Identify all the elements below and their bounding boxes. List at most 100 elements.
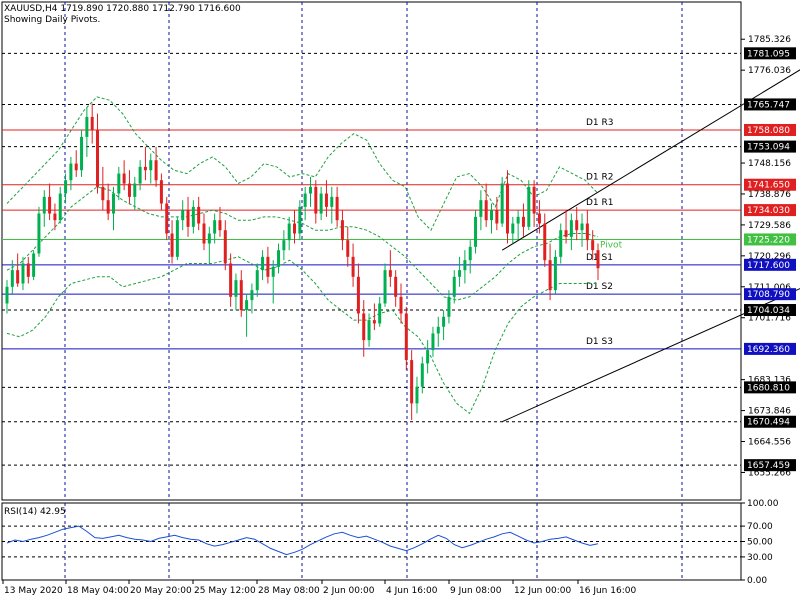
candle-body — [85, 116, 89, 137]
candles — [5, 103, 600, 421]
candle-body — [399, 296, 403, 314]
candle-body — [431, 333, 435, 351]
candle-body — [447, 296, 451, 317]
candle-body — [143, 166, 147, 171]
candle-body — [324, 193, 328, 207]
price-axis: 1785.326 1776.036 1748.156 1738.876 1729.586… — [741, 35, 796, 478]
candle-body — [410, 360, 414, 404]
pivot-label: Pivot — [600, 240, 623, 250]
candle-body — [351, 256, 355, 277]
candle-body — [186, 210, 190, 227]
price-axis-label: 1738.876 — [748, 190, 791, 200]
candle-body — [32, 253, 36, 277]
candle-body — [303, 193, 307, 207]
candle-body — [442, 316, 446, 327]
price-label-text: 1657.459 — [747, 461, 790, 471]
price-axis-label: 1729.586 — [748, 221, 791, 231]
candle-body — [197, 206, 201, 224]
price-label-box — [744, 47, 796, 60]
pivot-price-text: 1725.220 — [747, 235, 790, 245]
pivot-price-text: 1717.600 — [747, 261, 790, 271]
rsi-indicator: 100.00 70.00 50.00 30.00 0.00 — [2, 499, 779, 586]
time-axis-label: 20 May 20:00 — [130, 586, 192, 596]
time-axis-label: 18 May 04:00 — [67, 586, 129, 596]
candle-body — [575, 220, 579, 231]
candle-body — [106, 200, 110, 214]
candle-body — [420, 363, 424, 387]
candle-body — [255, 270, 259, 291]
price-label-box — [744, 459, 796, 472]
candle-body — [293, 223, 297, 234]
price-label-box — [744, 381, 796, 394]
candle-body — [308, 186, 312, 194]
rsi-axis-label: 30.00 — [747, 553, 773, 563]
candle-body — [213, 220, 217, 234]
time-axis-label: 12 Jun 00:00 — [514, 586, 571, 596]
candle-body — [463, 260, 467, 271]
candle-body — [548, 260, 552, 291]
pivot-price-text: 1734.030 — [747, 206, 790, 216]
candle-body — [372, 320, 376, 324]
price-axis-label: 1673.846 — [748, 407, 791, 417]
candle-body — [426, 350, 430, 364]
candle-body — [26, 263, 30, 277]
candle-body — [218, 220, 222, 231]
candle-body — [591, 240, 595, 251]
pivot-label: D1 S3 — [586, 337, 613, 347]
price-axis-label: 1701.716 — [748, 314, 791, 324]
candle-body — [175, 220, 179, 257]
candle-body — [58, 193, 62, 221]
candle-body — [458, 270, 462, 277]
price-axis-label: 1683.136 — [748, 376, 791, 386]
price-label-box — [744, 304, 796, 317]
price-label-text: 1704.034 — [747, 306, 790, 316]
pivot-label: D1 S2 — [586, 282, 613, 292]
candle-body — [74, 163, 78, 171]
candle-body — [245, 300, 249, 311]
candle-body — [229, 263, 233, 297]
candle-body — [340, 220, 344, 241]
candle-body — [394, 276, 398, 297]
trend-channel — [501, 69, 800, 423]
candle-body — [266, 256, 270, 277]
candle-body — [314, 186, 318, 214]
candle-body — [53, 213, 57, 221]
candle-body — [585, 223, 589, 241]
candle-body — [271, 266, 275, 277]
pivot-label: D1 R1 — [586, 198, 614, 208]
candle-body — [170, 233, 174, 257]
candle-body — [521, 216, 525, 227]
candle-body — [21, 263, 25, 284]
price-label-box — [744, 415, 796, 428]
candle-body — [96, 130, 100, 187]
price-label-text: 1765.747 — [747, 100, 790, 110]
bollinger-bands — [6, 96, 599, 415]
candle-body — [436, 326, 440, 334]
candle-body — [133, 183, 137, 197]
candle-body — [553, 256, 557, 291]
price-axis-label: 1664.556 — [748, 438, 791, 448]
pivot-price-box — [744, 342, 796, 355]
candle-body — [335, 196, 339, 221]
candle-body — [580, 223, 584, 231]
candle-body — [5, 286, 9, 304]
price-label-text: 1781.095 — [747, 49, 790, 59]
candle-body — [207, 233, 211, 244]
candle-body — [165, 203, 169, 234]
bollinger-upper-band — [6, 96, 599, 232]
time-axis-label: 9 Jun 08:00 — [450, 586, 502, 596]
price-axis-label: 1748.156 — [748, 159, 791, 169]
price-label-text: 1670.494 — [747, 418, 790, 428]
chart-symbol-header: XAUUSD,H4 1719.890 1720.880 1712.790 171… — [4, 4, 241, 14]
candle-body — [181, 210, 185, 221]
candle-body — [16, 270, 20, 284]
candle-body — [596, 250, 600, 269]
pivot-label: D1 R2 — [586, 173, 614, 183]
candle-body — [64, 180, 68, 194]
candle-body — [415, 386, 419, 404]
time-axis-label: 13 May 2020 — [4, 586, 63, 596]
candle-body — [250, 290, 254, 301]
bollinger-middle-band — [6, 186, 599, 301]
candle-body — [159, 180, 163, 204]
candle-body — [505, 183, 509, 234]
